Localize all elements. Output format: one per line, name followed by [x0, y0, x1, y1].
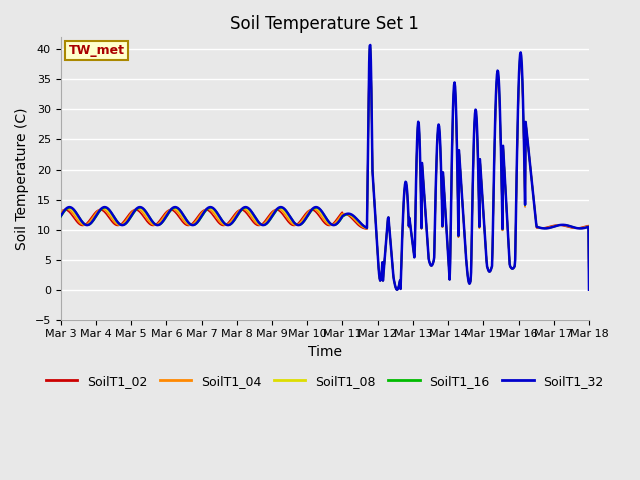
SoilT1_16	[57, 215, 65, 220]
SoilT1_32	[367, 42, 374, 48]
Line: SoilT1_02: SoilT1_02	[61, 48, 589, 290]
SoilT1_16	[568, 224, 575, 229]
SoilT1_02	[367, 46, 374, 51]
X-axis label: Time: Time	[308, 345, 342, 359]
SoilT1_16	[155, 222, 163, 228]
SoilT1_02	[82, 221, 90, 227]
SoilT1_32	[369, 168, 376, 174]
SoilT1_04	[155, 220, 163, 226]
SoilT1_02	[276, 208, 284, 214]
SoilT1_16	[82, 222, 90, 228]
SoilT1_08	[585, 287, 593, 293]
SoilT1_02	[369, 168, 376, 174]
SoilT1_08	[559, 222, 567, 228]
SoilT1_16	[559, 222, 567, 228]
SoilT1_08	[367, 44, 374, 50]
SoilT1_16	[276, 205, 284, 211]
SoilT1_08	[568, 224, 575, 230]
SoilT1_32	[568, 224, 575, 229]
SoilT1_04	[568, 225, 575, 230]
SoilT1_32	[57, 213, 65, 219]
SoilT1_04	[559, 222, 567, 228]
Line: SoilT1_04: SoilT1_04	[61, 48, 589, 290]
Legend: SoilT1_02, SoilT1_04, SoilT1_08, SoilT1_16, SoilT1_32: SoilT1_02, SoilT1_04, SoilT1_08, SoilT1_…	[41, 370, 609, 393]
SoilT1_02	[57, 209, 65, 215]
SoilT1_04	[276, 206, 284, 212]
SoilT1_32	[585, 287, 593, 293]
SoilT1_04	[585, 287, 593, 293]
SoilT1_32	[155, 222, 163, 228]
SoilT1_32	[276, 204, 284, 210]
SoilT1_16	[367, 43, 374, 48]
SoilT1_04	[367, 45, 374, 50]
SoilT1_16	[369, 168, 376, 174]
SoilT1_04	[82, 222, 90, 228]
SoilT1_04	[57, 210, 65, 216]
Line: SoilT1_32: SoilT1_32	[61, 45, 589, 290]
SoilT1_02	[559, 223, 567, 228]
Title: Soil Temperature Set 1: Soil Temperature Set 1	[230, 15, 419, 33]
Line: SoilT1_08: SoilT1_08	[61, 47, 589, 290]
SoilT1_08	[369, 168, 376, 174]
Y-axis label: Soil Temperature (C): Soil Temperature (C)	[15, 108, 29, 250]
SoilT1_08	[155, 221, 163, 227]
SoilT1_32	[82, 222, 90, 228]
SoilT1_08	[276, 205, 284, 211]
SoilT1_02	[585, 287, 593, 293]
SoilT1_04	[369, 168, 376, 174]
SoilT1_02	[155, 219, 163, 225]
Line: SoilT1_16: SoilT1_16	[61, 46, 589, 290]
SoilT1_08	[82, 222, 90, 228]
SoilT1_16	[585, 287, 593, 293]
Text: TW_met: TW_met	[68, 44, 125, 57]
SoilT1_02	[568, 225, 575, 230]
SoilT1_32	[559, 222, 567, 228]
SoilT1_08	[57, 212, 65, 218]
